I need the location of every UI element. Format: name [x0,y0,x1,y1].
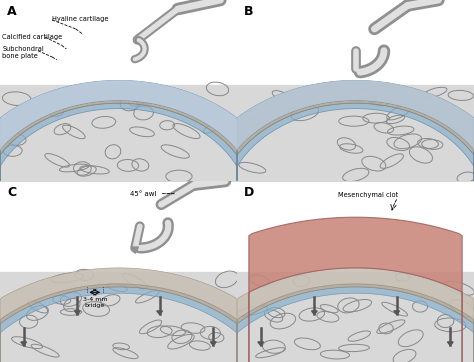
Text: Calcified cartilage: Calcified cartilage [2,34,63,40]
Polygon shape [237,268,474,362]
Polygon shape [394,311,400,315]
Polygon shape [311,311,317,315]
Text: Subchondral
bone plate: Subchondral bone plate [2,46,44,59]
Polygon shape [237,80,474,176]
Polygon shape [447,342,453,345]
Polygon shape [0,80,237,161]
Polygon shape [0,80,237,199]
Text: Mesenchymal clot: Mesenchymal clot [338,193,398,198]
Text: A: A [7,5,17,18]
Text: Hyaline cartilage: Hyaline cartilage [52,16,109,22]
Polygon shape [210,342,216,345]
Text: D: D [244,186,255,199]
Polygon shape [21,342,27,345]
Polygon shape [237,103,474,200]
Polygon shape [157,311,163,315]
Polygon shape [249,217,462,362]
Polygon shape [132,247,138,253]
Polygon shape [0,268,237,362]
Polygon shape [237,100,474,200]
Polygon shape [0,284,237,362]
Text: 45° awl: 45° awl [130,191,175,197]
Polygon shape [237,80,474,199]
Polygon shape [0,103,237,200]
Text: B: B [244,5,254,18]
Polygon shape [0,287,237,362]
Polygon shape [74,311,80,315]
Text: C: C [7,186,16,199]
Text: 3-4 mm
bridge: 3-4 mm bridge [82,297,107,308]
Polygon shape [237,284,474,362]
Polygon shape [258,342,264,345]
Polygon shape [0,100,237,200]
Polygon shape [237,287,474,362]
